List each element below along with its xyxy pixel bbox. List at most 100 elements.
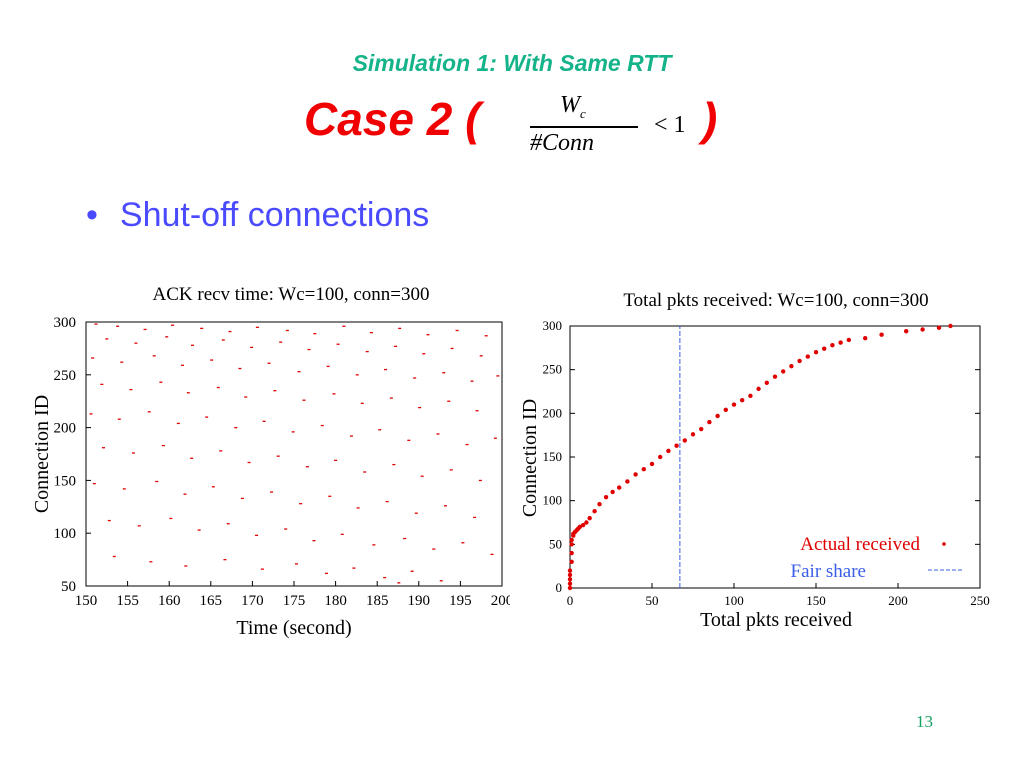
bullet-text: Shut-off connections <box>119 196 430 234</box>
chart2-xlabel: Total pkts received <box>700 609 852 631</box>
fraction-bar <box>530 126 638 128</box>
chart1-point <box>363 471 367 473</box>
actual-received-point <box>904 329 909 334</box>
chart1-point <box>244 396 248 398</box>
chart1-ytick-label: 50 <box>61 579 76 595</box>
chart1-point <box>234 427 238 429</box>
formula-relation: < 1 <box>654 112 686 138</box>
actual-received-point <box>707 419 712 425</box>
chart1-point <box>334 459 338 462</box>
chart1-point <box>392 463 396 466</box>
chart1-point <box>159 381 163 383</box>
actual-received-point <box>920 327 925 332</box>
chart1-point <box>397 582 401 584</box>
chart1-point <box>200 327 204 330</box>
chart1-point <box>186 392 190 394</box>
chart1-xtick-label: 150 <box>75 593 98 609</box>
actual-received-point <box>822 346 827 351</box>
chart1-points <box>89 323 500 584</box>
actual-received-point <box>682 438 687 443</box>
chart1-point <box>342 325 346 327</box>
chart1-xtick-label: 200 <box>491 593 510 609</box>
chart2-series <box>567 323 953 591</box>
chart1-point <box>219 450 223 452</box>
chart1-point <box>496 375 500 377</box>
chart1-point <box>152 355 156 357</box>
chart1-point <box>89 413 93 415</box>
actual-received-point <box>715 413 720 419</box>
chart1-point <box>360 402 364 405</box>
legend-actual-marker <box>942 542 946 546</box>
chart2-xtick-label: 0 <box>567 593 574 608</box>
actual-received-point <box>641 467 646 472</box>
chart1-point <box>299 503 303 505</box>
chart1-point <box>407 439 411 441</box>
chart1-point <box>305 466 309 468</box>
chart1-point <box>449 469 453 471</box>
chart1-point <box>384 368 388 371</box>
chart1-xlabel: Time (second) <box>236 617 351 639</box>
actual-received-point <box>567 577 573 582</box>
formula-fraction: Wc #Conn <box>524 90 652 160</box>
chart1-point <box>291 431 295 433</box>
actual-received-point <box>789 363 794 369</box>
chart1-title: ACK recv time: Wc=100, conn=300 <box>153 284 430 305</box>
chart1-point <box>475 410 479 412</box>
actual-received-point <box>567 568 573 573</box>
chart1-point <box>443 505 447 507</box>
actual-received-point <box>813 350 819 355</box>
chart1-point <box>340 533 344 535</box>
chart2-ytick-label: 150 <box>543 449 563 464</box>
chart1-point <box>276 455 280 457</box>
chart1-point <box>131 452 135 454</box>
chart1-point <box>414 512 418 514</box>
actual-received-point <box>567 585 573 591</box>
formula-denominator: #Conn <box>530 130 595 156</box>
chart1-point <box>442 372 446 374</box>
chart1-ytick-label: 200 <box>54 421 77 437</box>
chart1-point <box>320 424 324 427</box>
actual-received-point <box>731 402 737 407</box>
chart1-point <box>226 523 230 525</box>
actual-received-point <box>764 380 769 385</box>
chart1-point <box>107 519 111 522</box>
legend-actual-label: Actual received <box>800 534 920 555</box>
chart1-point <box>91 357 95 359</box>
chart1-xtick-label: 185 <box>366 593 389 609</box>
title-suffix: ) <box>702 93 718 145</box>
chart1-point <box>426 334 430 336</box>
chart1-point <box>120 361 124 363</box>
chart1-point <box>349 435 353 437</box>
chart1-point <box>294 563 298 565</box>
chart1-point <box>238 367 242 370</box>
chart1-point <box>143 328 147 331</box>
chart1-xtick-label: 170 <box>241 593 264 609</box>
chart2-ytick-label: 0 <box>556 580 563 595</box>
chart1-point <box>365 350 369 353</box>
chart1-point <box>284 528 288 530</box>
actual-received-point <box>797 358 802 364</box>
chart1-point <box>398 327 402 330</box>
chart1-xtick-label: 175 <box>283 593 306 609</box>
actual-received-point <box>580 522 586 528</box>
slide-title: Case 2 ( Wc #Conn < 1 ) <box>0 86 1024 160</box>
chart1-point <box>211 486 215 488</box>
chart1-ylabel: Connection ID <box>31 395 53 513</box>
chart1-point <box>250 346 254 349</box>
chart1-point <box>94 323 98 325</box>
chart1-xtick-label: 190 <box>408 593 431 609</box>
chart1-point <box>270 491 274 493</box>
chart1-point <box>493 437 497 439</box>
actual-received-point <box>633 472 638 477</box>
chart1-point <box>134 342 138 344</box>
actual-received-point <box>863 336 868 341</box>
chart2-ylabel: Connection ID <box>519 399 541 517</box>
actual-received-point <box>592 508 597 514</box>
chart2-title: Total pkts received: Wc=100, conn=300 <box>623 290 928 311</box>
slide-subtitle: Simulation 1: With Same RTT <box>352 50 672 76</box>
chart1-point <box>137 525 141 527</box>
chart1-point <box>439 580 443 582</box>
actual-received-point <box>781 369 786 374</box>
chart1-point <box>461 542 465 544</box>
chart1-point <box>183 493 187 495</box>
